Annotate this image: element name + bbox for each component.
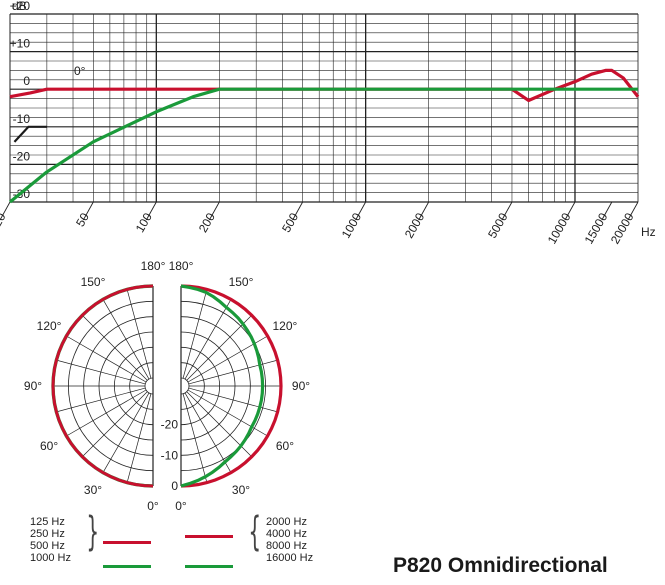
- legend-right-brace: {: [248, 509, 262, 555]
- y-tick-label: -10: [13, 112, 31, 126]
- frequency-response-curves: [8, 68, 640, 204]
- legend-left-freq-4: 1000 Hz: [30, 552, 71, 564]
- polar-angle-label-left: 30°: [84, 483, 102, 497]
- x-tick-label: 500: [279, 210, 301, 235]
- polar-angle-label-left: 60°: [40, 439, 58, 453]
- polar-spoke-right: [182, 393, 208, 483]
- x-tick-mark: [292, 201, 304, 221]
- black-marker-line: [13, 125, 47, 143]
- polar-angle-label-right: 150°: [229, 275, 254, 289]
- legend-left-frequencies: 125 Hz 250 Hz 500 Hz 1000 Hz: [30, 516, 71, 564]
- legend-left-red-line: [103, 541, 151, 544]
- legend-right-freq-2: 4000 Hz: [266, 528, 307, 540]
- polar-curve-right-green: [180, 284, 265, 488]
- polar-angle-label-left: 120°: [37, 319, 62, 333]
- polar-spoke-left: [126, 289, 152, 379]
- x-tick-label: 2000: [402, 210, 428, 240]
- polar-radial-label: 0: [171, 479, 178, 493]
- legend-left-brace: }: [86, 509, 100, 555]
- legend-right-freq-4: 16000 Hz: [266, 552, 314, 564]
- polar-curve-right-red: [180, 284, 283, 488]
- x-tick-mark: [355, 201, 367, 221]
- polar-spoke-left: [56, 387, 146, 413]
- polar-angle-label-right: 90°: [292, 379, 310, 393]
- frequency-curve-green: [8, 87, 638, 204]
- x-tick-mark: [418, 201, 430, 221]
- polar-spoke-right: [184, 392, 232, 473]
- legend-left-freq-3: 500 Hz: [30, 540, 65, 552]
- polar-spoke-right: [184, 299, 232, 380]
- polar-radial-label: -20: [161, 418, 179, 432]
- y-axis-label: dB: [12, 0, 27, 13]
- legend-right-red-line: [185, 535, 233, 538]
- polar-angle-label-right: 0°: [175, 499, 187, 513]
- frequency-response-grid: [9, 13, 639, 203]
- polar-angle-label-left: 90°: [24, 379, 42, 393]
- polar-spoke-right: [188, 387, 278, 413]
- legend-left-freq-1: 125 Hz: [30, 516, 65, 528]
- polar-spoke-left: [126, 393, 152, 483]
- polar-angle-label-left: 0°: [147, 499, 159, 513]
- legend-left-green-line: [103, 565, 151, 568]
- polar-ring-right: [180, 377, 190, 395]
- polar-spoke-left: [82, 315, 148, 381]
- legend-right-green-line: [185, 565, 233, 568]
- polar-spoke-left: [102, 299, 150, 380]
- x-tick-mark: [501, 201, 513, 221]
- x-tick-mark: [564, 201, 576, 221]
- polar-spoke-left: [66, 335, 147, 383]
- y-tick-label: -20: [13, 149, 31, 163]
- x-tick-label: 50: [73, 210, 92, 229]
- x-tick-label: 20000: [608, 210, 637, 246]
- legend-right-freq-1: 2000 Hz: [266, 516, 307, 528]
- y-tick-label: +20: [10, 0, 31, 13]
- x-tick-mark: [208, 201, 220, 221]
- frequency-curve-red: [9, 68, 640, 103]
- polar-angle-label-right: 180°: [169, 259, 194, 273]
- x-tick-label: 100: [133, 210, 155, 235]
- polar-radial-label: -10: [161, 448, 179, 462]
- polar-spoke-left: [102, 392, 150, 473]
- polar-angle-label-left: 180°: [141, 259, 166, 273]
- polar-spoke-left: [66, 389, 147, 437]
- x-tick-mark: [627, 201, 639, 221]
- legend-right-frequencies: 2000 Hz 4000 Hz 8000 Hz 16000 Hz: [266, 516, 313, 564]
- angle-annotation: 0°: [74, 64, 86, 78]
- x-axis-label: Hz: [641, 225, 656, 239]
- x-tick-mark: [145, 201, 157, 221]
- polar-angle-label-left: 150°: [81, 275, 106, 289]
- x-tick-label: 200: [196, 210, 218, 235]
- x-tick-label: 20: [0, 210, 9, 229]
- x-tick-mark: [0, 201, 11, 221]
- legend-right-freq-3: 8000 Hz: [266, 540, 307, 552]
- polar-curve-left-red: [51, 284, 154, 488]
- polar-spoke-right: [187, 389, 268, 437]
- polar-spoke-right: [182, 289, 208, 379]
- x-tick-label: 10000: [545, 210, 574, 246]
- polar-angle-label-right: 60°: [276, 439, 294, 453]
- x-tick-mark: [82, 201, 94, 221]
- y-tick-label: +10: [10, 37, 31, 51]
- legend-left-freq-2: 250 Hz: [30, 528, 65, 540]
- product-title: P820 Omnidirectional: [393, 554, 608, 577]
- polar-angle-label-right: 30°: [232, 483, 250, 497]
- polar-pattern-chart: 180° 180° 150° 150° 120° 120° 90° 90° 60° 60° 30° 3…: [24, 259, 310, 513]
- polar-spoke-left: [56, 359, 146, 385]
- y-tick-label: 0: [23, 74, 30, 88]
- polar-angle-label-right: 120°: [273, 319, 298, 333]
- polar-spoke-right: [188, 359, 278, 385]
- polar-spoke-left: [82, 391, 148, 457]
- x-tick-label: 15000: [582, 210, 611, 246]
- polar-spoke-right: [186, 315, 252, 381]
- polar-ring-left: [144, 377, 154, 395]
- x-tick-label: 5000: [485, 210, 511, 240]
- x-tick-mark: [601, 201, 613, 221]
- x-tick-label: 1000: [339, 210, 365, 240]
